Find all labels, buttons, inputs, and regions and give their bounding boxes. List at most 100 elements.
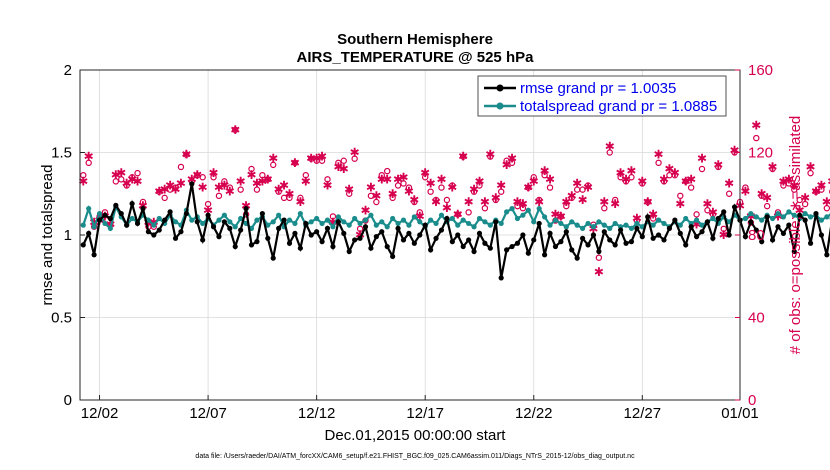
y2-tick-label: 0: [748, 392, 756, 409]
y-tick-label: 1: [64, 227, 72, 244]
totalspread-point: [362, 217, 369, 223]
rmse-point: [818, 232, 825, 238]
obs-possible-point: [601, 204, 608, 212]
obs-possible-point: [302, 171, 309, 179]
x-tick-label: 12/12: [298, 405, 336, 422]
legend-spread-marker: [496, 102, 504, 110]
obs-possible-point: [421, 174, 429, 181]
obs-assimilated-point: ✱: [626, 164, 636, 178]
rmse-point: [482, 240, 488, 246]
rmse-point: [200, 237, 206, 243]
obs-possible-point: [346, 190, 353, 197]
totalspread-point: [683, 215, 689, 222]
obs-assimilated-point: ✱: [382, 172, 392, 186]
obs-assimilated-point: ✱: [719, 228, 729, 242]
obs-assimilated-point: ✱: [469, 183, 479, 197]
obs-assimilated-point: ✱: [806, 160, 816, 174]
obs-assimilated-point: ✱: [567, 189, 577, 203]
obs-assimilated-point: ✱: [252, 176, 262, 190]
totalspread-point: [482, 219, 488, 225]
rmse-point: [710, 235, 716, 241]
totalspread-point: [655, 217, 662, 223]
totalspread-point: [775, 210, 781, 217]
obs-possible-point: [443, 196, 451, 204]
obs-assimilated-point: ✱: [78, 174, 88, 188]
rmse-point: [764, 214, 770, 220]
y-tick-label: 0.5: [51, 310, 72, 327]
totalspread-point: [547, 222, 553, 228]
rmse-point: [102, 212, 108, 218]
obs-possible-point: [606, 149, 613, 156]
obs-possible-point: [671, 171, 679, 179]
obs-possible-point: [715, 163, 722, 171]
totalspread-point: [227, 219, 233, 225]
obs-assimilated-point: ✱: [328, 216, 338, 230]
obs-assimilated-point: ✱: [816, 179, 826, 193]
rmse-point: [672, 217, 678, 223]
rmse-point: [634, 225, 640, 231]
obs-assimilated-point: ✱: [366, 181, 376, 195]
obs-possible-point: [253, 186, 261, 193]
rmse-point: [661, 237, 667, 243]
obs-assimilated-point: ✱: [762, 191, 772, 205]
rmse-point: [509, 243, 515, 250]
totalspread-point: [352, 215, 358, 222]
totalspread-point: [542, 214, 548, 220]
rmse-point: [520, 232, 526, 238]
rmse-point: [607, 237, 613, 243]
totalspread-point: [449, 215, 455, 222]
obs-possible-point: [568, 194, 575, 202]
rmse-point: [281, 217, 287, 223]
obs-assimilated-point: ✱: [170, 183, 180, 197]
totalspread-point: [238, 215, 244, 222]
rmse-point: [775, 224, 781, 230]
rmse-point: [542, 252, 548, 258]
obs-possible-point: [286, 194, 293, 202]
rmse-point: [411, 240, 417, 246]
totalspread-point: [96, 210, 103, 217]
totalspread-point: [476, 215, 483, 222]
totalspread-line: [82, 204, 830, 231]
obs-assimilated-point: ✱: [393, 172, 403, 186]
rmse-point: [395, 225, 401, 231]
obs-possible-point: [492, 196, 499, 204]
rmse-point: [525, 250, 531, 256]
totalspread-point: [514, 215, 521, 222]
obs-possible-point: [215, 192, 223, 200]
obs-assimilated-point: ✱: [453, 207, 463, 221]
rmse-point: [487, 245, 493, 251]
obs-assimilated-point: ✱: [312, 152, 322, 166]
obs-assimilated-point: ✱: [295, 195, 305, 209]
totalspread-point: [254, 217, 260, 223]
obs-assimilated-point: ✱: [447, 181, 457, 195]
obs-assimilated-point: ✱: [409, 193, 419, 207]
rmse-point: [96, 217, 103, 223]
obs-possible-point: [677, 192, 684, 200]
rmse-line: [82, 183, 830, 279]
x-tick-label: 12/02: [81, 405, 119, 422]
obs-assimilated-point: ✱: [339, 162, 349, 176]
obs-assimilated-point: ✱: [491, 191, 501, 205]
obs-possible-point: [378, 171, 385, 179]
obs-assimilated-point: ✱: [377, 172, 387, 186]
totalspread-point: [91, 224, 97, 230]
totalspread-point: [314, 215, 320, 222]
x-tick-label: 12/17: [406, 405, 444, 422]
rmse-point: [569, 247, 575, 253]
obs-assimilated-point: ✱: [605, 139, 615, 153]
rmse-point: [265, 235, 271, 241]
rmse-point: [807, 240, 814, 246]
x-tick-label: 12/22: [515, 405, 553, 422]
rmse-point: [791, 248, 797, 255]
chart-title: Southern Hemisphere: [337, 31, 493, 48]
rmse-point: [688, 224, 694, 230]
obs-possible-point: [525, 184, 532, 191]
totalspread-point: [693, 217, 700, 223]
obs-assimilated-point: ✱: [702, 197, 712, 211]
obs-possible-point: [622, 178, 630, 185]
rmse-point: [677, 230, 683, 236]
obs-assimilated-point: ✱: [426, 176, 436, 190]
y-axis-label: rmse and totalspread: [39, 165, 56, 306]
obs-possible-point: [139, 198, 147, 206]
obs-possible-point: [470, 188, 478, 195]
